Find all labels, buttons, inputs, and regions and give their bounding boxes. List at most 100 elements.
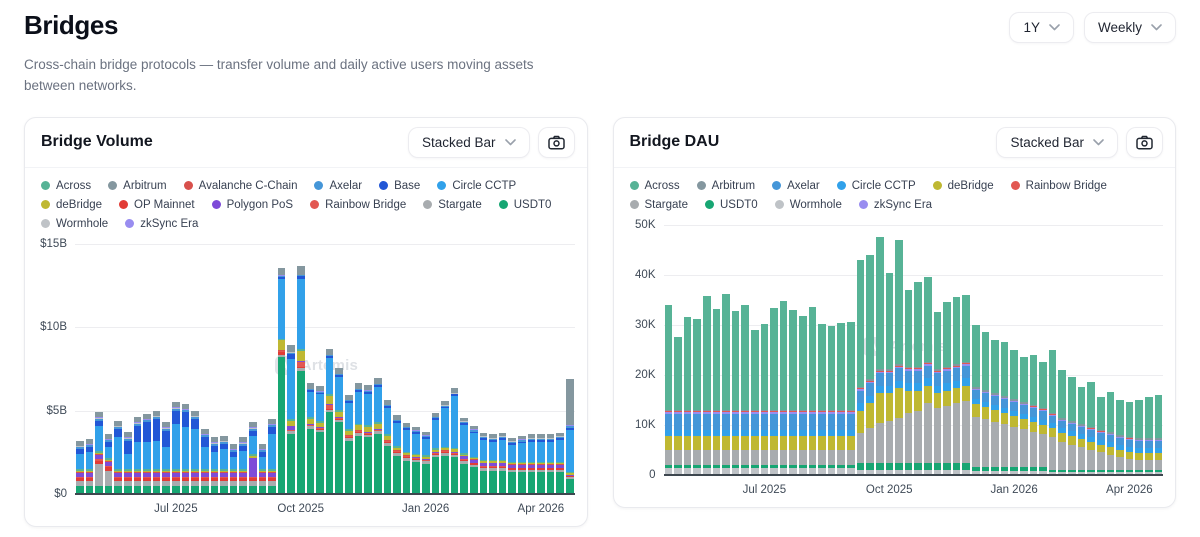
stacked-bar[interactable] <box>664 225 673 475</box>
legend-item[interactable]: Stargate <box>629 199 688 211</box>
stacked-bar[interactable] <box>1000 225 1009 475</box>
stacked-bar[interactable] <box>354 244 363 494</box>
stacked-bar[interactable] <box>248 244 257 494</box>
stacked-bar[interactable] <box>441 244 449 494</box>
legend-item[interactable]: Wormhole <box>774 199 842 211</box>
stacked-bar[interactable] <box>191 244 199 494</box>
stacked-bar[interactable] <box>1087 225 1095 475</box>
stacked-bar[interactable] <box>750 225 759 475</box>
stacked-bar[interactable] <box>837 225 846 475</box>
stacked-bar[interactable] <box>412 244 420 494</box>
stacked-bar[interactable] <box>258 244 267 494</box>
stacked-bar[interactable] <box>229 244 238 494</box>
stacked-bar[interactable] <box>1116 225 1124 475</box>
chart-type-dropdown[interactable]: Stacked Bar <box>996 126 1118 158</box>
stacked-bar[interactable] <box>683 225 692 475</box>
stacked-bar[interactable] <box>904 225 913 475</box>
stacked-bar[interactable] <box>546 244 555 494</box>
stacked-bar[interactable] <box>498 244 507 494</box>
legend-item[interactable]: OP Mainnet <box>119 199 195 211</box>
screenshot-button[interactable] <box>1126 126 1163 158</box>
stacked-bar[interactable] <box>460 244 468 494</box>
stacked-bar[interactable] <box>181 244 190 494</box>
stacked-bar[interactable] <box>1010 225 1019 475</box>
legend-item[interactable]: Wormhole <box>41 218 108 230</box>
legend-item[interactable]: deBridge <box>932 180 994 192</box>
stacked-bar[interactable] <box>856 225 865 475</box>
legend-item[interactable]: Stargate <box>423 199 482 211</box>
stacked-bar[interactable] <box>991 225 999 475</box>
screenshot-button[interactable] <box>537 126 575 158</box>
stacked-bar[interactable] <box>277 244 286 494</box>
stacked-bar[interactable] <box>1106 225 1115 475</box>
stacked-bar[interactable] <box>760 225 769 475</box>
stacked-bar[interactable] <box>162 244 171 494</box>
stacked-bar[interactable] <box>104 244 113 494</box>
stacked-bar[interactable] <box>268 244 276 494</box>
stacked-bar[interactable] <box>518 244 526 494</box>
stacked-bar[interactable] <box>1125 225 1134 475</box>
stacked-bar[interactable] <box>962 225 970 475</box>
stacked-bar[interactable] <box>1058 225 1067 475</box>
stacked-bar[interactable] <box>1068 225 1076 475</box>
stacked-bar[interactable] <box>469 244 478 494</box>
stacked-bar[interactable] <box>152 244 161 494</box>
stacked-bar[interactable] <box>866 225 874 475</box>
legend-item[interactable]: Across <box>41 180 91 192</box>
stacked-bar[interactable] <box>779 225 788 475</box>
stacked-bar[interactable] <box>325 244 334 494</box>
stacked-bar[interactable] <box>133 244 142 494</box>
stacked-bar[interactable] <box>200 244 209 494</box>
stacked-bar[interactable] <box>972 225 980 475</box>
stacked-bar[interactable] <box>702 225 711 475</box>
stacked-bar[interactable] <box>172 244 180 494</box>
stacked-bar[interactable] <box>124 244 132 494</box>
stacked-bar[interactable] <box>741 225 749 475</box>
stacked-bar[interactable] <box>923 225 932 475</box>
stacked-bar[interactable] <box>479 244 488 494</box>
stacked-bar[interactable] <box>952 225 961 475</box>
stacked-bar[interactable] <box>239 244 247 494</box>
stacked-bar[interactable] <box>1020 225 1028 475</box>
stacked-bar[interactable] <box>402 244 411 494</box>
stacked-bar[interactable] <box>1029 225 1038 475</box>
stacked-bar[interactable] <box>674 225 682 475</box>
stacked-bar[interactable] <box>393 244 401 494</box>
stacked-bar[interactable] <box>306 244 315 494</box>
legend-item[interactable]: Axelar <box>314 180 362 192</box>
legend-item[interactable]: Circle CCTP <box>836 180 916 192</box>
stacked-bar[interactable] <box>373 244 382 494</box>
stacked-bar[interactable] <box>527 244 536 494</box>
stacked-bar[interactable] <box>1135 225 1143 475</box>
stacked-bar[interactable] <box>345 244 353 494</box>
stacked-bar[interactable] <box>722 225 730 475</box>
stacked-bar[interactable] <box>508 244 517 494</box>
bridge-volume-plot[interactable]: A Artemis <box>75 243 575 495</box>
stacked-bar[interactable] <box>1154 225 1163 475</box>
stacked-bar[interactable] <box>220 244 228 494</box>
stacked-bar[interactable] <box>981 225 990 475</box>
stacked-bar[interactable] <box>76 244 84 494</box>
stacked-bar[interactable] <box>431 244 440 494</box>
stacked-bar[interactable] <box>875 225 884 475</box>
stacked-bar[interactable] <box>335 244 344 494</box>
stacked-bar[interactable] <box>1144 225 1153 475</box>
legend-item[interactable]: deBridge <box>41 199 102 211</box>
legend-item[interactable]: Base <box>379 180 420 192</box>
legend-item[interactable]: Polygon PoS <box>211 199 293 211</box>
stacked-bar[interactable] <box>566 244 574 494</box>
stacked-bar[interactable] <box>364 244 372 494</box>
legend-item[interactable]: Across <box>629 180 680 192</box>
stacked-bar[interactable] <box>789 225 798 475</box>
stacked-bar[interactable] <box>297 244 305 494</box>
legend-item[interactable]: Rainbow Bridge <box>310 199 406 211</box>
legend-item[interactable]: Avalanche C-Chain <box>183 180 297 192</box>
stacked-bar[interactable] <box>556 244 565 494</box>
stacked-bar[interactable] <box>95 244 103 494</box>
stacked-bar[interactable] <box>114 244 123 494</box>
legend-item[interactable]: Rainbow Bridge <box>1010 180 1107 192</box>
stacked-bar[interactable] <box>731 225 740 475</box>
stacked-bar[interactable] <box>885 225 894 475</box>
chart-type-dropdown[interactable]: Stacked Bar <box>407 126 530 158</box>
stacked-bar[interactable] <box>85 244 94 494</box>
